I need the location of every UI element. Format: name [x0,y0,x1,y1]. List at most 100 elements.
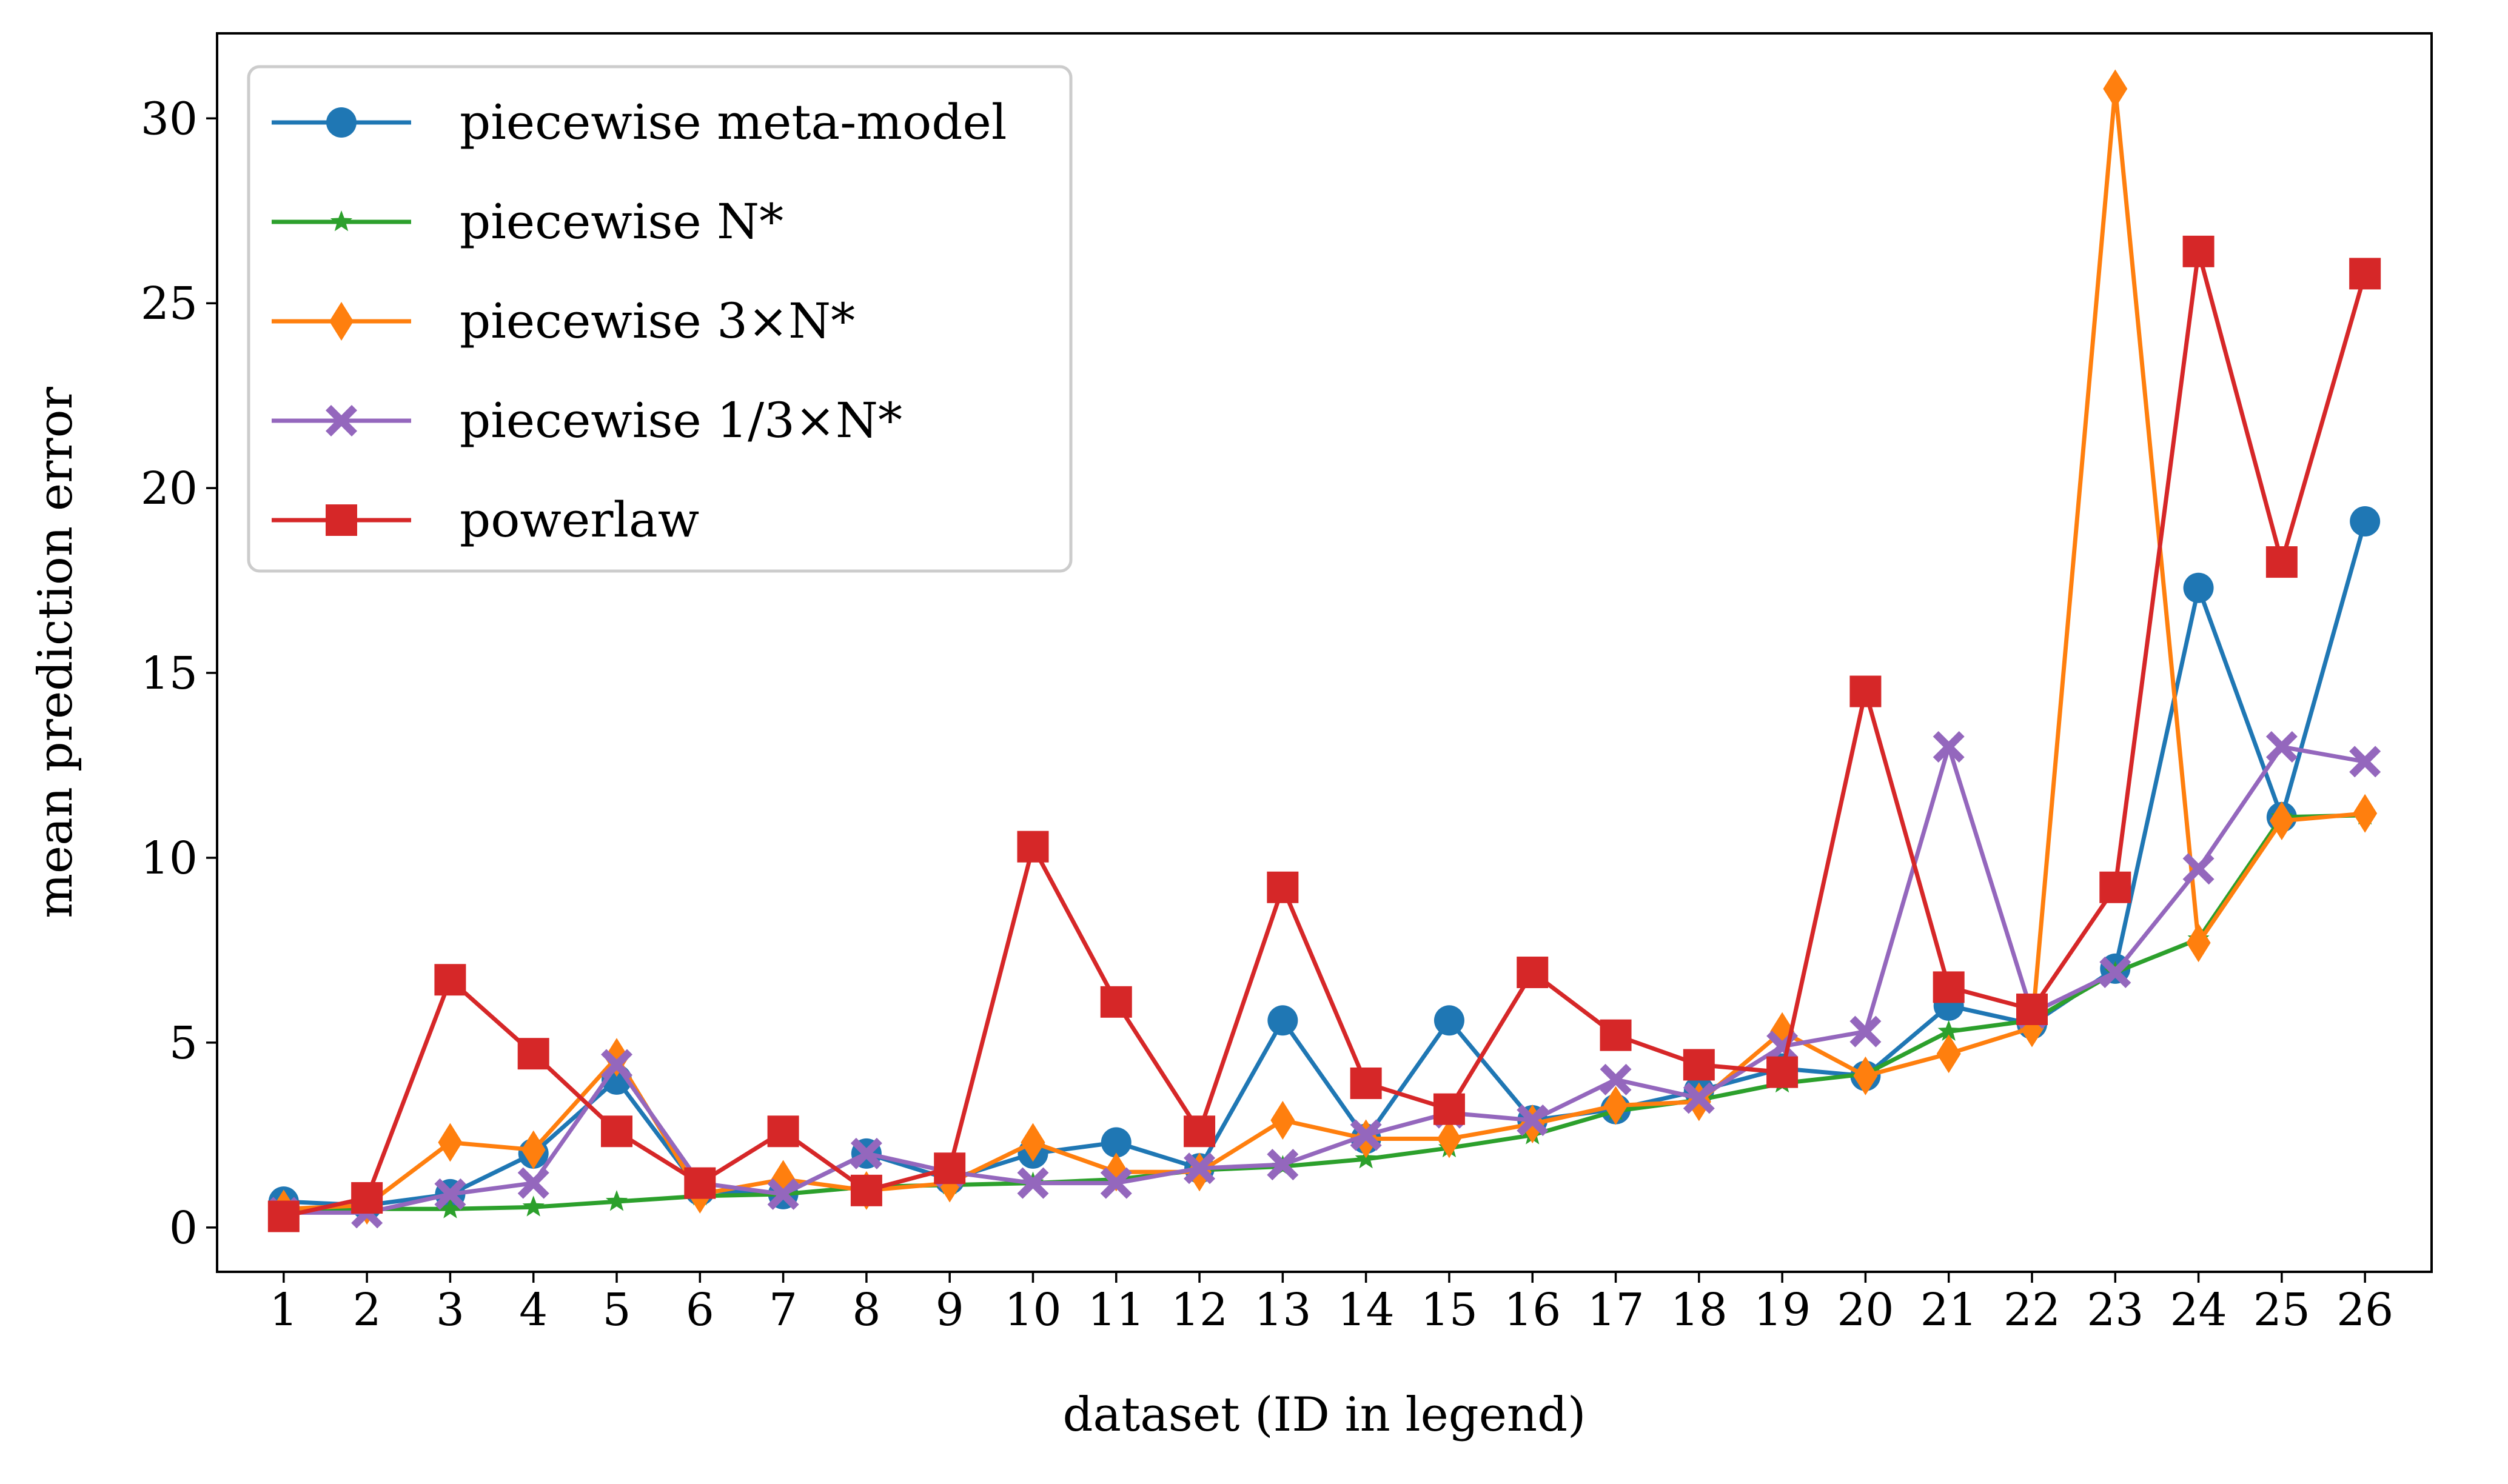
y-tick-label: 0 [169,1202,198,1254]
data-point [605,1190,628,1211]
x-tick-label: 16 [1504,1284,1561,1336]
x-tick-label: 23 [2087,1284,2144,1336]
data-point [439,1197,461,1218]
x-tick-label: 11 [1088,1284,1145,1336]
data-point [522,1195,545,1217]
x-tick-label: 20 [1837,1284,1894,1336]
x-tick-label: 5 [602,1284,631,1336]
data-point [2350,506,2381,537]
data-point [1933,971,1965,1003]
data-point [1853,1056,1878,1095]
data-point [1600,1063,1632,1095]
legend-marker [330,210,353,232]
legend-frame [247,65,1073,573]
data-point [2099,957,2131,989]
data-point [2269,801,2294,840]
data-point [2099,871,2131,903]
legend-label: piecewise N* [460,193,783,250]
data-point [1937,1020,1960,1041]
series-line [283,744,2366,1215]
x-tick-label: 17 [1587,1284,1644,1336]
x-tick-label: 1 [269,1284,298,1336]
x-tick-label: 10 [1004,1284,1061,1336]
data-point [1021,1123,1045,1162]
data-point [2183,572,2214,603]
series-5 [267,235,2381,1232]
axes-group: 1 2 3 4 5 6 7 8 9 10 11 12 13 14 15 16 17 18 19 20 21 22 23 24 2… [141,32,2433,1336]
data-point [1184,1115,1216,1148]
data-point [1936,1034,1961,1074]
y-tick-label: 5 [169,1017,198,1069]
x-tick-label: 21 [1920,1284,1977,1336]
data-point [601,1049,633,1081]
y-tick-label: 25 [141,278,198,330]
data-point [351,1182,383,1214]
x-tick-label: 14 [1338,1284,1395,1336]
legend-marker [326,504,357,536]
data-point [601,1115,633,1148]
data-point [1437,1119,1461,1158]
data-point [1933,731,1965,763]
data-point [2182,235,2215,267]
legend-label: powerlaw [460,492,699,548]
data-point [1017,1167,1049,1199]
data-point [1350,1067,1382,1099]
data-point [2186,923,2211,963]
data-point [1683,1082,1715,1114]
data-point [2265,731,2298,763]
y-tick-label: 20 [141,463,198,515]
data-point [1184,1152,1216,1185]
legend: piecewise meta-model piecewise N* piecewis… [247,65,1073,573]
data-point [1101,1127,1132,1158]
y-tick-label: 30 [141,93,198,145]
legend-marker [329,302,354,341]
data-point [1433,1093,1465,1125]
data-point [934,1152,966,1185]
series-line [283,87,2366,1211]
x-tick-label: 2 [353,1284,381,1336]
data-point [517,1038,549,1070]
data-point [2103,69,2128,109]
data-point [767,1115,799,1148]
data-point [2349,258,2381,290]
legend-entry: piecewise 1/3×N* [272,392,902,449]
data-point [434,964,466,996]
x-tick-label: 9 [936,1284,964,1336]
y-tick-label: 10 [141,832,198,884]
x-tick-label: 15 [1421,1284,1478,1336]
data-point [1600,1019,1632,1051]
series-group [267,69,2381,1232]
data-point [2349,746,2381,778]
x-tick-label: 19 [1754,1284,1811,1336]
data-point [850,1137,882,1169]
data-point [1267,1149,1299,1181]
data-point [2265,546,2298,578]
x-tick-label: 22 [2003,1284,2060,1336]
y-axis-label: mean prediction error [29,386,83,918]
data-point [517,1167,549,1199]
data-point [1849,1015,1882,1048]
data-point [767,1178,799,1210]
data-point [1849,675,1882,707]
legend-label: piecewise 3×N* [460,293,855,349]
x-tick-label: 3 [436,1284,464,1336]
x-tick-label: 24 [2170,1284,2227,1336]
data-point [1100,986,1132,1018]
y-tick-label: 15 [141,647,198,700]
data-point [1100,1167,1132,1199]
data-point [1766,1056,1799,1088]
data-point [1433,1005,1464,1036]
data-point [2182,853,2215,885]
data-point [1267,1005,1298,1036]
data-point [1017,831,1049,863]
data-point [1517,957,1549,989]
data-point [1350,1119,1382,1151]
data-point [1517,1104,1549,1136]
x-tick-label: 18 [1671,1284,1728,1336]
data-point [1683,1049,1715,1081]
legend-entry: piecewise meta-model [272,94,1007,150]
data-point [2016,994,2048,1026]
x-tick-label: 8 [852,1284,880,1336]
legend-marker [326,107,357,138]
